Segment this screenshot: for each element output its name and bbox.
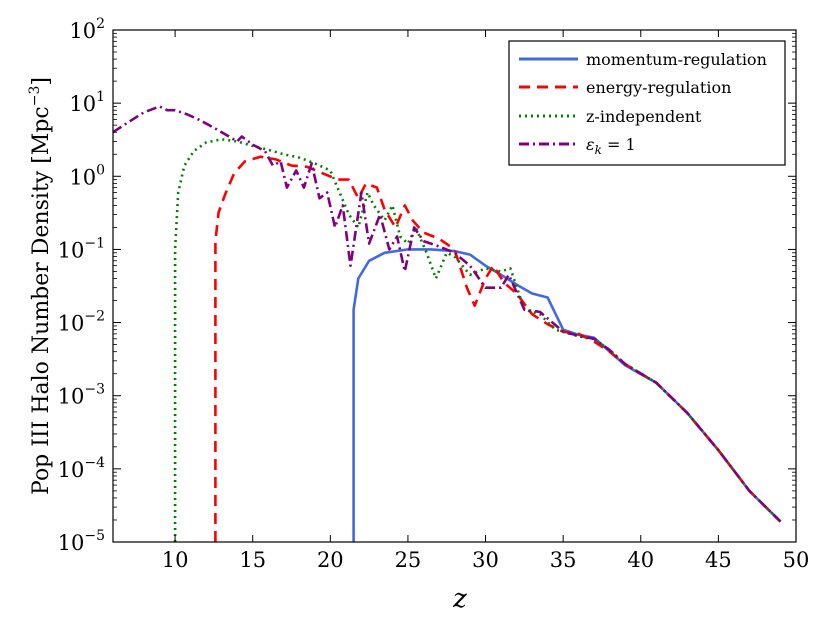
x-tick-label: 15 [239,548,266,572]
y-tick-label-base: 10 [69,165,96,189]
y-tick-label: 10−5 [58,528,105,555]
legend-label-epsilon-rest: = 1 [602,135,636,154]
y-tick-label-exp: −1 [84,235,105,251]
y-tick-label-base: 10 [69,92,96,116]
y-tick-label: 10−1 [58,235,105,262]
x-axis-label: z [452,584,467,614]
y-tick-label: 10−2 [58,309,105,336]
y-tick-label: 100 [69,162,105,189]
y-tick-label-exp: 2 [96,16,105,32]
y-axis-label: Pop III Halo Number Density [Mpc−3] [27,77,54,495]
y-tick-label-exp: −5 [84,528,105,544]
y-tick-label: 10−3 [58,382,105,409]
plot-frame [112,29,797,543]
legend-label-z-independent: z-independent [586,107,702,126]
y-tick-label-exp: 1 [96,89,105,105]
series-line-dotted [173,138,782,542]
legend-label-epsilon-k-1: εk = 1 [586,135,636,157]
legend-label-energy-regulation: energy-regulation [586,78,731,97]
y-tick-label-exp: 0 [96,162,105,178]
x-tick-label: 10 [162,548,189,572]
y-tick-label-base: 10 [69,19,96,43]
series-line-dashed [214,155,782,542]
y-tick-label-exp: −4 [84,455,105,471]
x-tick-label: 25 [395,548,422,572]
x-tick-label: 50 [783,548,810,572]
y-tick-label: 10−4 [58,455,105,482]
y-tick-label-base: 10 [58,458,85,482]
series-line-solid [352,248,782,542]
x-axis-ticks: 10 15 20 25 30 35 40 45 50 [162,30,810,572]
y-tick-label-exp: −3 [84,382,105,398]
y-tick-label: 102 [69,16,105,43]
legend-label-epsilon-sub: k [595,143,602,157]
x-tick-label: 35 [550,548,577,572]
series-layer [113,105,782,542]
x-tick-label: 30 [472,548,499,572]
y-tick-label-base: 10 [58,531,85,555]
y-tick-label: 101 [69,89,105,116]
y-tick-label-base: 10 [58,385,85,409]
x-tick-label: 20 [317,548,344,572]
legend-label-epsilon: ε [586,135,595,154]
y-axis-label-close: ] [29,77,54,86]
y-tick-label-base: 10 [58,312,85,336]
legend-label-momentum-regulation: momentum-regulation [586,50,767,69]
series-line-dashdot [113,105,782,523]
x-tick-label: 45 [705,548,732,572]
y-tick-label-exp: −2 [84,309,105,325]
y-axis-label-exp: −3 [27,86,43,107]
legend: momentum-regulation energy-regulation z-… [508,40,786,166]
y-axis-label-main: Pop III Halo Number Density [Mpc [29,106,54,495]
x-tick-label: 40 [627,548,654,572]
y-tick-label-base: 10 [58,238,85,262]
